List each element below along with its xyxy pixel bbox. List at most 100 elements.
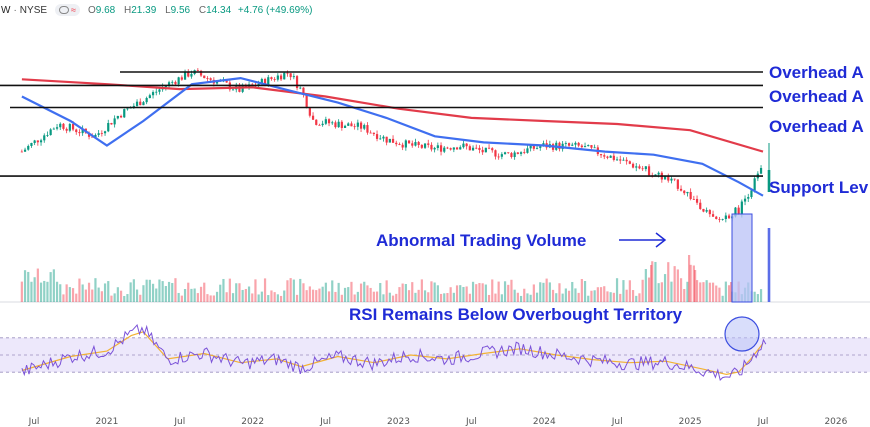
candle — [199, 70, 203, 76]
candle — [583, 146, 587, 148]
candle — [427, 143, 430, 145]
candle — [398, 144, 401, 145]
candle — [167, 82, 171, 86]
volume-bar — [167, 281, 171, 302]
candle — [375, 134, 379, 139]
candle — [516, 152, 519, 154]
candle — [187, 71, 190, 77]
volume-bar — [270, 290, 273, 302]
candle — [641, 168, 644, 170]
candle — [340, 121, 343, 128]
volume-bar — [539, 282, 542, 302]
candle — [46, 135, 49, 136]
candle — [100, 133, 103, 135]
candle — [356, 122, 359, 127]
candle — [491, 148, 494, 151]
candle — [631, 163, 635, 168]
volume-bar — [503, 281, 507, 302]
volume-bar — [52, 269, 55, 302]
candle — [606, 156, 609, 158]
volume-bar — [494, 293, 497, 302]
candle — [20, 151, 23, 153]
volume-bar — [59, 284, 62, 302]
volume-bar — [612, 292, 615, 302]
candle — [286, 72, 289, 74]
volume-bar — [209, 295, 212, 302]
volume-bar — [497, 281, 500, 302]
volume-bar — [244, 288, 247, 302]
candle — [36, 140, 39, 143]
candle — [292, 76, 295, 78]
x-tick-label: Jul — [173, 417, 185, 427]
candle — [593, 147, 596, 149]
candle — [311, 115, 315, 120]
volume-bar — [305, 290, 308, 302]
volume-bar — [36, 268, 39, 302]
candle — [151, 92, 155, 96]
candle — [23, 149, 27, 152]
candlesticks — [20, 68, 771, 223]
candle — [148, 95, 151, 98]
volume-bar — [513, 289, 516, 302]
volume-bar — [628, 280, 631, 302]
candle — [724, 215, 727, 220]
x-axis: Jul 2021 Jul 2022 Jul 2023 Jul 2024 Jul 2025 Jul 20… — [28, 417, 848, 427]
visibility-toggle[interactable]: ≈ — [55, 4, 80, 16]
volume-bar — [462, 286, 465, 302]
volume-bar — [183, 288, 187, 302]
volume-bar — [667, 262, 670, 302]
candle — [475, 147, 478, 149]
volume-bar — [529, 294, 532, 302]
candle — [321, 123, 324, 126]
candle — [126, 108, 129, 110]
volume-bar — [596, 287, 599, 302]
candle — [203, 75, 206, 79]
candle — [334, 122, 337, 128]
volume-bar — [574, 288, 577, 302]
candle — [273, 79, 276, 80]
volume-bar — [375, 291, 379, 302]
volume-bar — [683, 288, 686, 302]
volume-bar — [590, 290, 593, 302]
candle — [753, 178, 756, 191]
volume-bar — [593, 290, 596, 302]
candle — [289, 73, 292, 78]
candle — [767, 170, 771, 192]
volume-bar — [46, 281, 49, 302]
candle — [420, 144, 423, 148]
candle — [337, 121, 340, 128]
candle — [564, 143, 567, 144]
candle — [747, 197, 750, 199]
exchange: NYSE — [19, 4, 48, 16]
volume-bar — [334, 291, 337, 302]
volume-bar — [247, 286, 251, 302]
candle — [599, 154, 603, 156]
volume-bar — [78, 278, 81, 302]
candle — [241, 85, 244, 92]
candle — [331, 122, 334, 124]
candle — [52, 128, 55, 130]
volume-bar — [439, 293, 443, 302]
volume-bar — [135, 289, 139, 302]
volume-bar — [663, 274, 667, 302]
moving-average-200 — [21, 78, 764, 153]
volume-bar — [475, 284, 478, 302]
candle — [510, 153, 513, 158]
volume-bar — [759, 289, 763, 302]
volume-bar — [190, 288, 193, 302]
candle — [81, 128, 84, 134]
candle — [68, 124, 71, 131]
candle — [299, 87, 302, 89]
x-tick-label: 2026 — [824, 417, 847, 427]
volume-bar — [443, 293, 446, 302]
volume-bar — [372, 291, 375, 302]
volume-bar — [647, 277, 651, 302]
volume-bar — [123, 295, 126, 302]
volume-bar — [273, 292, 276, 302]
candle — [305, 94, 308, 109]
candle — [750, 190, 753, 198]
candle — [670, 178, 673, 181]
volume-bar — [27, 271, 30, 302]
volume-bar — [235, 283, 238, 302]
